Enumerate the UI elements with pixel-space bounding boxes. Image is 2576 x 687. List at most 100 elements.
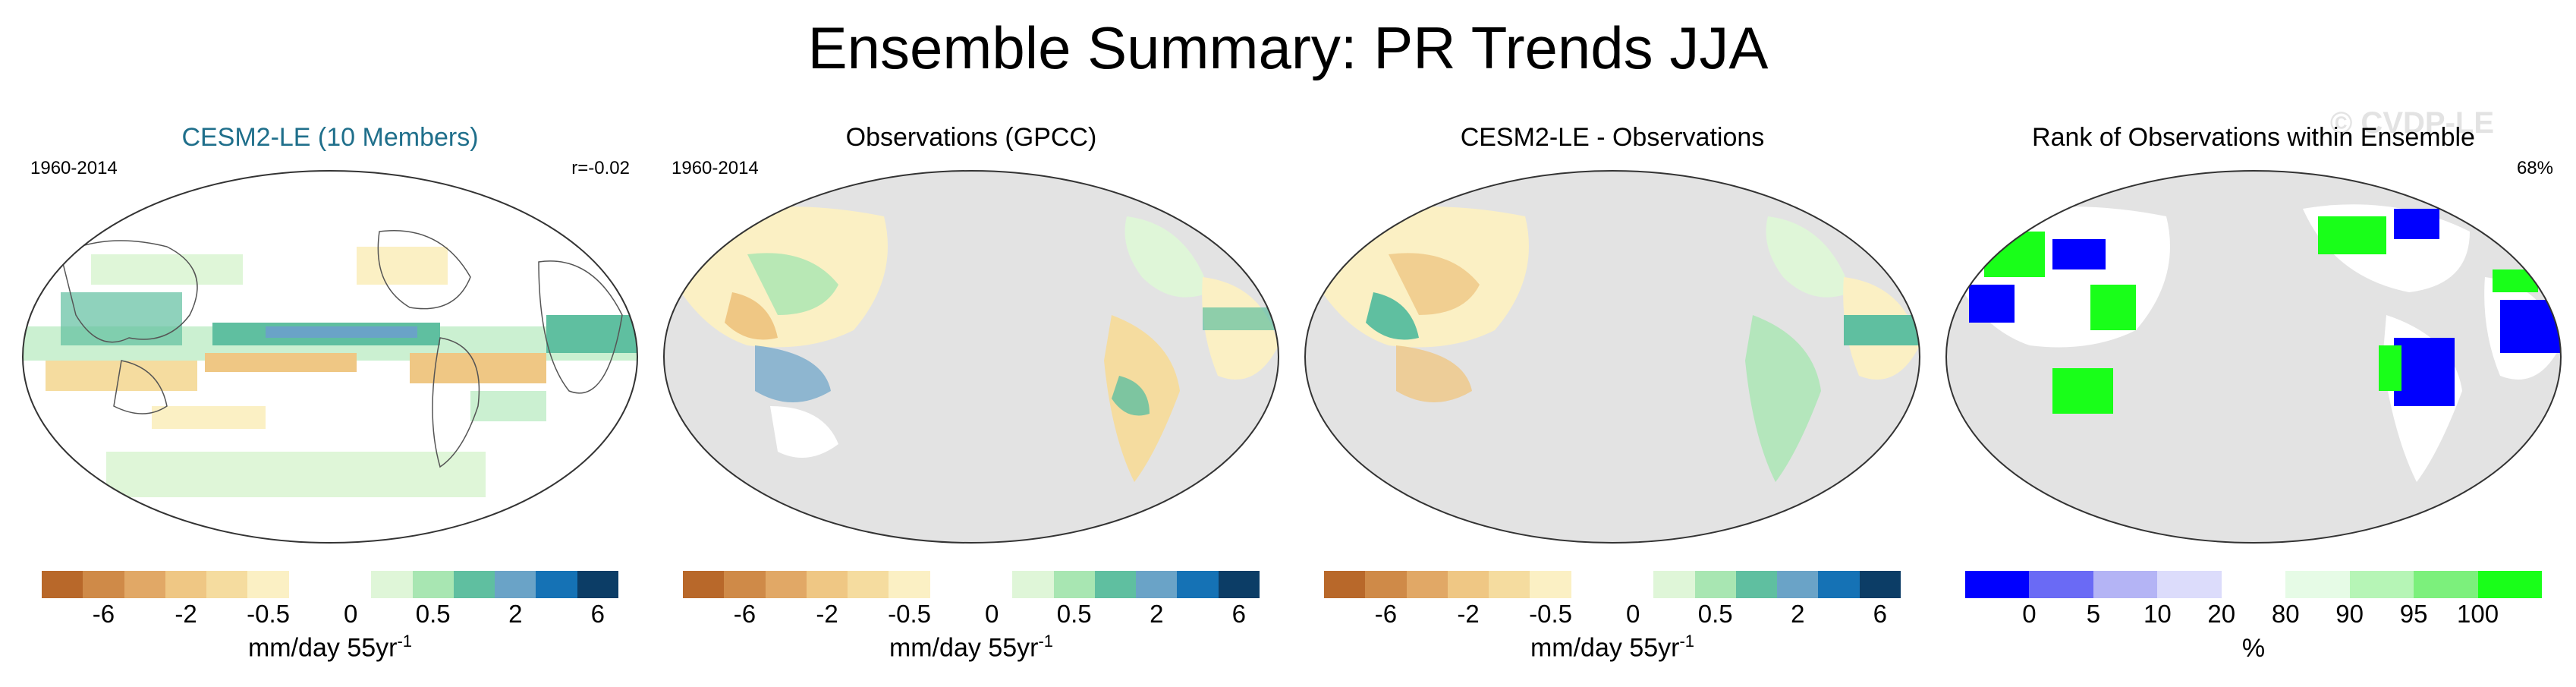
colorbar-box	[2285, 571, 2350, 598]
trend-unit-label-2: mm/day 55yr-1	[889, 632, 1054, 663]
colorbar-box	[806, 571, 848, 598]
coastlines	[60, 230, 623, 468]
colorbar-box	[1735, 571, 1778, 598]
panel-title: CESM2-LE - Observations	[1460, 123, 1765, 152]
colorbar-box	[1324, 571, 1366, 598]
colorbar-box	[42, 571, 83, 598]
colorbar-box	[2414, 571, 2478, 598]
colorbar-box	[124, 571, 165, 598]
colorbar-box	[371, 571, 413, 598]
colorbar-tick-label: 0.5	[1697, 600, 1733, 628]
colorbar-tick-label: 90	[2335, 600, 2364, 628]
panel-title: CESM2-LE (10 Members)	[181, 123, 479, 152]
colorbar-box	[1859, 571, 1901, 598]
watermark: © CVDP-LE	[2329, 106, 2494, 140]
colorbar-tick-label: 10	[2143, 600, 2172, 628]
colorbar-box	[1218, 571, 1260, 598]
colorbar-tick-label: 100	[2457, 600, 2499, 628]
rank-colorbar-ticks: 0 5 10 20 80 90 95 100	[1965, 600, 2542, 630]
colorbar-tick-label: 2	[1150, 600, 1164, 628]
colorbar-tick-label: -6	[1374, 600, 1398, 628]
colorbar-box	[495, 571, 536, 598]
colorbar-tick-label: -2	[1457, 600, 1480, 628]
trend-colorbar-3	[1324, 571, 1901, 598]
colorbar-box	[2029, 571, 2093, 598]
colorbar-box	[2349, 571, 2414, 598]
trend-unit-label-1: mm/day 55yr-1	[247, 632, 413, 663]
colorbar-box	[848, 571, 889, 598]
map-cesm2-le	[22, 170, 638, 544]
colorbar-box	[1571, 571, 1612, 598]
colorbar-box	[412, 571, 454, 598]
colorbar-tick-label: 6	[1231, 600, 1247, 628]
colorbar-tick-label: 0	[343, 600, 358, 628]
colorbar-box	[683, 571, 725, 598]
colorbar-tick-label: -6	[92, 600, 115, 628]
colorbar-box	[2221, 571, 2286, 598]
trend-colorbar-2	[683, 571, 1260, 598]
colorbar-tick-label: 0	[1625, 600, 1640, 628]
rank-unit-label: %	[2241, 634, 2266, 663]
panel-observations: Observations (GPCC) 1960-2014	[656, 114, 1286, 554]
panel-title: Rank of Observations within Ensemble	[2032, 123, 2475, 152]
colorbar-tick-label: 6	[1873, 600, 1888, 628]
colorbar-box	[1406, 571, 1448, 598]
panel-rank: Rank of Observations within Ensemble 68%	[1939, 114, 2568, 554]
colorbar-tick-label: 6	[590, 600, 605, 628]
percent-label: 68%	[2516, 158, 2553, 178]
colorbar-box	[1965, 571, 2030, 598]
colorbar-tick-label: -2	[816, 600, 838, 628]
colorbar-tick-label: 5	[2086, 600, 2101, 628]
colorbar-tick-label: 2	[1791, 600, 1805, 628]
colorbar-box	[889, 571, 930, 598]
colorbar-box	[724, 571, 766, 598]
colorbar-box	[1489, 571, 1530, 598]
colorbar-box	[1694, 571, 1736, 598]
colorbar-tick-label: -6	[733, 600, 756, 628]
colorbar-box	[1136, 571, 1178, 598]
figure-title: Ensemble Summary: PR Trends JJA	[807, 14, 1769, 81]
colorbar-tick-label: -0.5	[247, 600, 290, 628]
colorbar-box	[165, 571, 207, 598]
colorbar-box	[577, 571, 618, 598]
colorbar-box	[2477, 571, 2542, 598]
trend-colorbar-1	[42, 571, 618, 598]
colorbar-tick-label: 80	[2271, 600, 2300, 628]
colorbar-box	[1094, 571, 1137, 598]
map-observations	[663, 170, 1279, 544]
trend-colorbar-ticks-1: -6 -2 -0.5 0 0.5 2 6	[42, 600, 618, 630]
colorbar-box	[329, 571, 372, 598]
rank-colorbar	[1965, 571, 2542, 598]
period-label: 1960-2014	[672, 158, 759, 178]
colorbar-tick-label: 2	[508, 600, 523, 628]
colorbar-tick-label: -0.5	[1529, 600, 1572, 628]
colorbar-box	[206, 571, 248, 598]
panel-difference: CESM2-LE - Observations	[1297, 114, 1927, 554]
colorbar-box	[83, 571, 124, 598]
colorbar-box	[1653, 571, 1695, 598]
colorbar-tick-label: -2	[175, 600, 197, 628]
colorbar-box	[1777, 571, 1819, 598]
map-rank	[1945, 170, 2562, 544]
period-label: 1960-2014	[30, 158, 118, 178]
colorbar-tick-label: -0.5	[888, 600, 931, 628]
colorbar-tick-label: 95	[2399, 600, 2428, 628]
colorbar-box	[1053, 571, 1095, 598]
colorbar-box	[1012, 571, 1054, 598]
colorbar-box	[288, 571, 330, 598]
colorbar-box	[536, 571, 577, 598]
colorbar-box	[1447, 571, 1489, 598]
trend-unit-label-3: mm/day 55yr-1	[1530, 632, 1695, 663]
colorbar-box	[453, 571, 495, 598]
colorbar-box	[929, 571, 971, 598]
panel-title: Observations (GPCC)	[845, 123, 1097, 152]
trend-colorbar-ticks-2: -6 -2 -0.5 0 0.5 2 6	[683, 600, 1260, 630]
colorbar-box	[765, 571, 807, 598]
trend-colorbar-ticks-3: -6 -2 -0.5 0 0.5 2 6	[1324, 600, 1901, 630]
colorbar-box	[1177, 571, 1219, 598]
correlation-label: r=-0.02	[571, 158, 630, 178]
colorbar-box	[1818, 571, 1860, 598]
colorbar-tick-label: 20	[2207, 600, 2236, 628]
colorbar-tick-label: 0.5	[415, 600, 451, 628]
precip-trend-field	[23, 247, 637, 497]
